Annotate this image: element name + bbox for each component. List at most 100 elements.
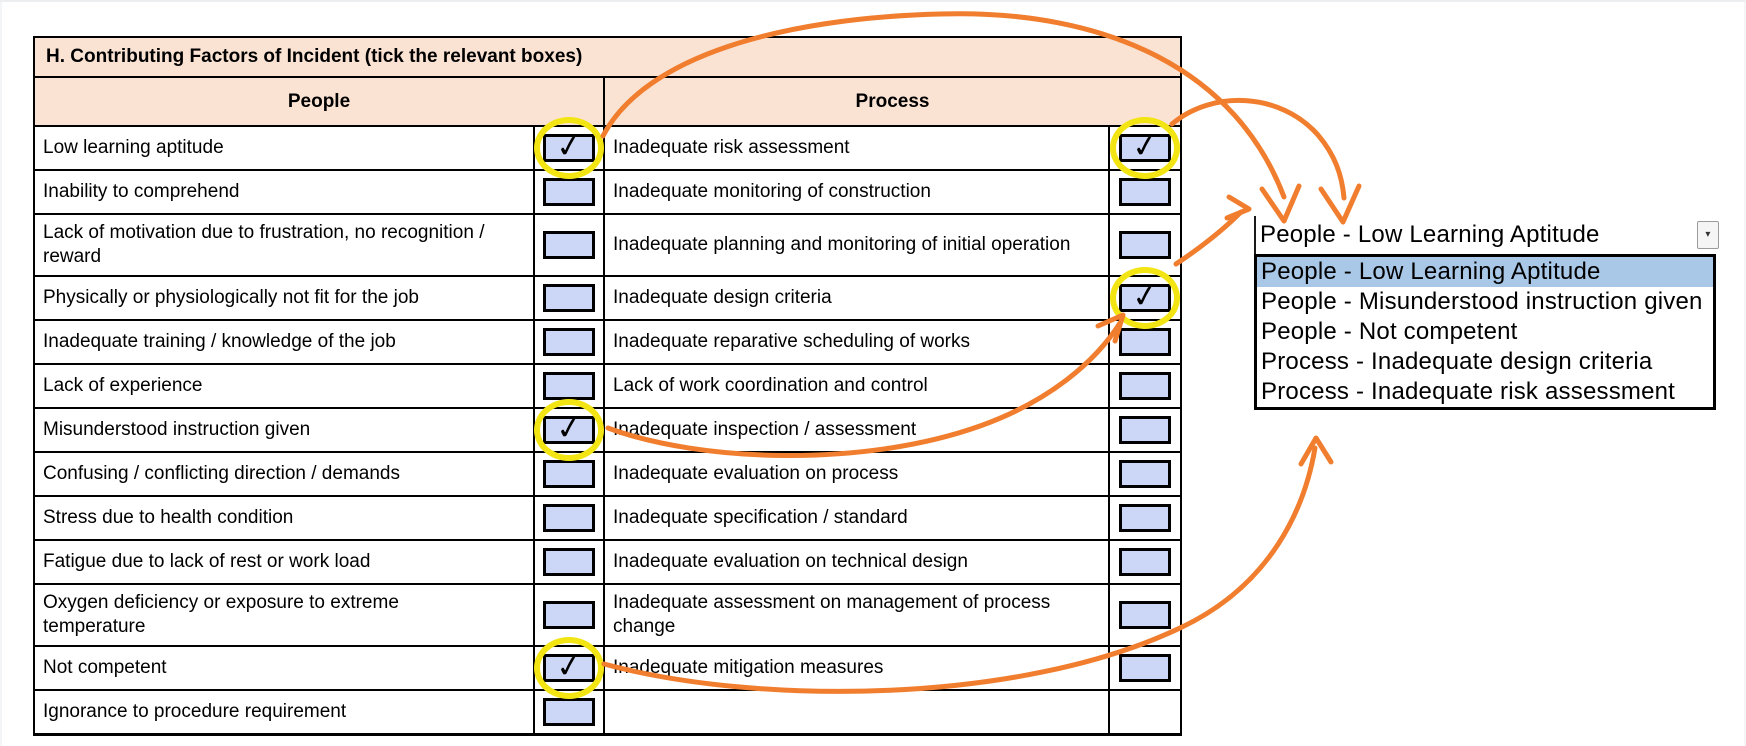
- factor-checkbox-process[interactable]: [1119, 654, 1171, 682]
- factor-checkbox-people[interactable]: [543, 372, 595, 400]
- checkbox-cell-process: [1110, 409, 1180, 451]
- factor-label-text: Inadequate evaluation on technical desig…: [613, 551, 968, 572]
- factor-checkbox-process[interactable]: [1119, 231, 1171, 259]
- factor-label-people: Inadequate training / knowledge of the j…: [35, 321, 535, 363]
- factor-label-process: Lack of work coordination and control: [605, 365, 1110, 407]
- factor-label-text: Lack of work coordination and control: [613, 375, 928, 396]
- factor-label-process: Inadequate design criteria: [605, 277, 1110, 319]
- checkmark-icon: ✓: [553, 647, 585, 686]
- table-title: H. Contributing Factors of Incident (tic…: [35, 38, 1180, 78]
- checkbox-cell-people: [535, 171, 605, 213]
- factor-checkbox-people[interactable]: ✓: [534, 117, 604, 179]
- factor-checkbox-process[interactable]: [1119, 460, 1171, 488]
- factor-label-text: Inadequate training / knowledge of the j…: [43, 331, 396, 352]
- factor-checkbox-people[interactable]: [543, 601, 595, 629]
- checkbox-cell-process: [1110, 647, 1180, 689]
- checkbox-cell-people: [535, 691, 605, 733]
- dropdown-list-item[interactable]: People - Low Learning Aptitude: [1257, 257, 1713, 287]
- table-row: Low learning aptitude ✓ Inadequate risk as…: [35, 117, 1180, 179]
- dropdown-button[interactable]: ▾: [1697, 221, 1719, 249]
- factor-label-people: Misunderstood instruction given: [35, 409, 535, 451]
- factor-checkbox-people[interactable]: [543, 178, 595, 206]
- column-header-row: People Process: [35, 78, 1180, 127]
- column-header-process: Process: [855, 90, 930, 112]
- factor-label-process: [605, 691, 1110, 733]
- factor-checkbox-people[interactable]: [543, 548, 595, 576]
- checkmark-icon: ✓: [553, 127, 585, 166]
- dropdown-list-item[interactable]: Process - Inadequate design criteria: [1261, 348, 1653, 375]
- factor-label-people: Stress due to health condition: [35, 497, 535, 539]
- factor-label-text: Inadequate risk assessment: [613, 137, 850, 158]
- factor-checkbox-people[interactable]: [543, 504, 595, 532]
- checkbox-cell-people: [535, 585, 605, 645]
- factor-checkbox-people[interactable]: [543, 460, 595, 488]
- factor-checkbox-process[interactable]: ✓: [1110, 267, 1180, 329]
- factor-checkbox-people[interactable]: ✓: [534, 399, 604, 461]
- table-row: Confusing / conflicting direction / dema…: [35, 453, 1180, 497]
- factor-label-text: Low learning aptitude: [43, 137, 224, 158]
- checkbox-cell-people: [535, 497, 605, 539]
- factor-label-text: Inadequate reparative scheduling of work…: [613, 331, 971, 352]
- table-row: Lack of motivation due to frustration, n…: [35, 215, 1180, 277]
- factor-checkbox-people[interactable]: [543, 328, 595, 356]
- factor-checkbox-process[interactable]: [1119, 548, 1171, 576]
- chevron-down-icon: ▾: [1705, 229, 1711, 240]
- factor-label-text: Confusing / conflicting direction / dema…: [43, 463, 400, 484]
- factor-label-text: Ignorance to procedure requirement: [43, 701, 347, 722]
- checkbox-cell-process: [1110, 171, 1180, 213]
- table-row: Physically or physiologically not fit fo…: [35, 267, 1180, 329]
- dropdown-list-item[interactable]: People - Misunderstood instruction given: [1261, 288, 1703, 315]
- checkbox-cell-people: ✓: [534, 399, 605, 461]
- factor-label-process: Inadequate assessment on management of p…: [605, 585, 1110, 645]
- factor-label-process: Inadequate mitigation measures: [605, 647, 1110, 689]
- checkbox-cell-process: [1110, 215, 1180, 275]
- factor-checkbox-process[interactable]: [1119, 178, 1171, 206]
- factor-label-people: Ignorance to procedure requirement: [35, 691, 535, 733]
- factor-checkbox-process[interactable]: [1119, 372, 1171, 400]
- factor-label-people: Oxygen deficiency or exposure to extreme…: [35, 585, 535, 645]
- factor-checkbox-process[interactable]: [1119, 328, 1171, 356]
- factor-checkbox-people[interactable]: ✓: [534, 637, 604, 699]
- factor-label-text: Stress due to health condition: [43, 507, 294, 528]
- factor-label-text: Not competent: [43, 657, 167, 678]
- factor-checkbox-people[interactable]: [543, 231, 595, 259]
- factor-label-text: Inadequate evaluation on process: [613, 463, 899, 484]
- factor-checkbox-process[interactable]: [1119, 601, 1171, 629]
- factor-label-process: Inadequate evaluation on technical desig…: [605, 541, 1110, 583]
- checkmark-icon: ✓: [1129, 127, 1161, 166]
- factor-checkbox-process[interactable]: [1119, 504, 1171, 532]
- factor-label-text: Lack of motivation due to frustration, n…: [43, 222, 485, 267]
- table-row: Stress due to health condition Inadequate…: [35, 497, 1180, 541]
- checkbox-cell-process: [1110, 541, 1180, 583]
- factor-label-text: Physically or physiologically not fit fo…: [43, 287, 419, 308]
- dropdown-field[interactable]: People - Low Learning Aptitude ▾: [1254, 216, 1722, 254]
- factor-checkbox-people[interactable]: [543, 698, 595, 726]
- table-row: Lack of experience Lack of work coordinat…: [35, 365, 1180, 409]
- checkbox-cell-people: ✓: [534, 117, 605, 179]
- factor-label-process: Inadequate planning and monitoring of in…: [605, 215, 1110, 275]
- checkbox-cell-people: [535, 277, 605, 319]
- checkmark-icon: ✓: [553, 409, 585, 448]
- checkbox-cell-process: [1110, 321, 1180, 363]
- checkbox-cell-people: [535, 365, 605, 407]
- checkbox-cell-process: [1110, 691, 1180, 733]
- factor-label-process: Inadequate specification / standard: [605, 497, 1110, 539]
- table-row: Misunderstood instruction given ✓ Inadequa…: [35, 399, 1180, 461]
- factor-checkbox-process[interactable]: ✓: [1110, 117, 1180, 179]
- factor-label-text: Oxygen deficiency or exposure to extreme…: [43, 592, 399, 637]
- factor-label-text: Fatigue due to lack of rest or work load: [43, 551, 371, 572]
- dropdown-list-item[interactable]: People - Not competent: [1261, 318, 1518, 345]
- dropdown-list-item[interactable]: Process - Inadequate risk assessment: [1261, 378, 1676, 405]
- table-row: Inadequate training / knowledge of the j…: [35, 321, 1180, 365]
- table-row: Inability to comprehend Inadequate monito…: [35, 171, 1180, 215]
- factor-label-people: Lack of motivation due to frustration, n…: [35, 215, 535, 275]
- factor-label-people: Physically or physiologically not fit fo…: [35, 277, 535, 319]
- annotation-arrow: [1169, 98, 1347, 201]
- factor-label-text: Inadequate specification / standard: [613, 507, 908, 528]
- factor-label-people: Confusing / conflicting direction / dema…: [35, 453, 535, 495]
- factor-checkbox-process[interactable]: [1119, 416, 1171, 444]
- factor-label-text: Lack of experience: [43, 375, 203, 396]
- checkbox-cell-people: [535, 541, 605, 583]
- factor-checkbox-people[interactable]: [543, 284, 595, 312]
